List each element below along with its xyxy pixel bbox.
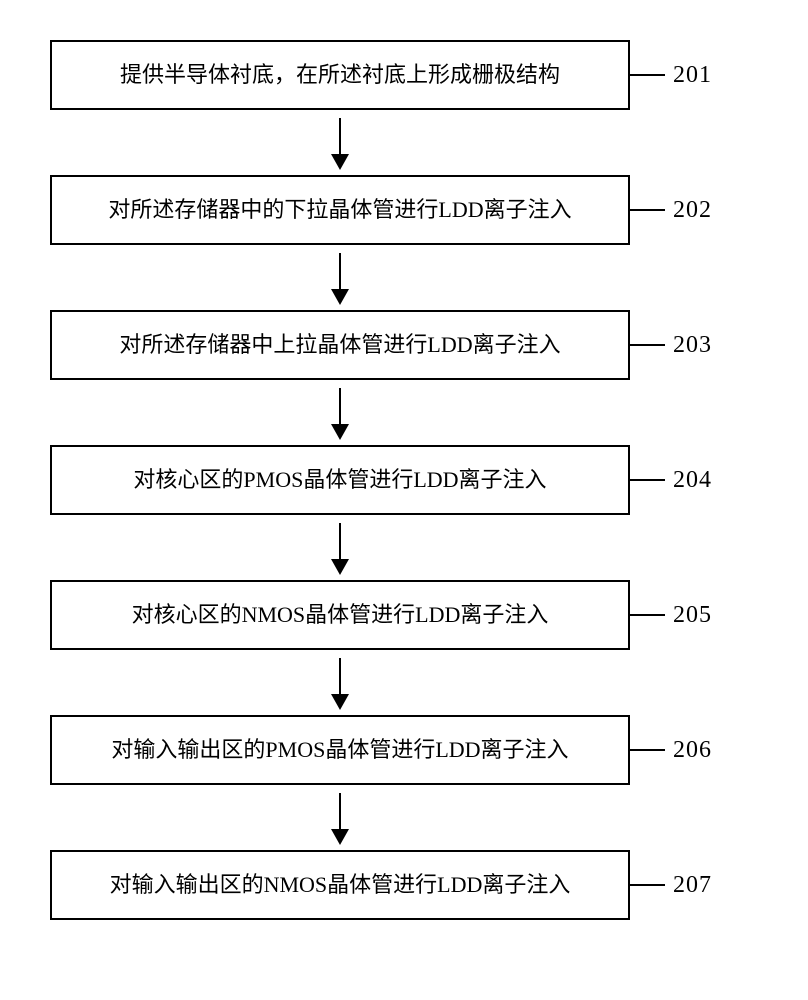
step-label: 202 [673, 197, 712, 224]
arrow-wrap [50, 380, 630, 445]
connector-line [630, 479, 665, 481]
flow-step: 对输入输出区的PMOS晶体管进行LDD离子注入 206 [50, 715, 750, 785]
label-group: 205 [630, 602, 750, 629]
arrow-down-icon [339, 388, 341, 438]
step-text: 对输入输出区的NMOS晶体管进行LDD离子注入 [110, 871, 571, 900]
arrow-wrap [50, 245, 630, 310]
label-group: 203 [630, 332, 750, 359]
flow-step: 提供半导体衬底，在所述衬底上形成栅极结构 201 [50, 40, 750, 110]
step-label: 201 [673, 62, 712, 89]
step-box: 对所述存储器中上拉晶体管进行LDD离子注入 [50, 310, 630, 380]
connector-line [630, 209, 665, 211]
label-group: 202 [630, 197, 750, 224]
flow-step: 对所述存储器中上拉晶体管进行LDD离子注入 203 [50, 310, 750, 380]
flow-step: 对核心区的PMOS晶体管进行LDD离子注入 204 [50, 445, 750, 515]
arrow-down-icon [339, 658, 341, 708]
arrow-down-icon [339, 253, 341, 303]
step-text: 对核心区的PMOS晶体管进行LDD离子注入 [133, 466, 546, 495]
connector-line [630, 614, 665, 616]
arrow-wrap [50, 515, 630, 580]
step-text: 对核心区的NMOS晶体管进行LDD离子注入 [132, 601, 549, 630]
connector-line [630, 344, 665, 346]
label-group: 207 [630, 872, 750, 899]
step-box: 对所述存储器中的下拉晶体管进行LDD离子注入 [50, 175, 630, 245]
step-text: 对所述存储器中的下拉晶体管进行LDD离子注入 [108, 196, 571, 225]
step-box: 对核心区的PMOS晶体管进行LDD离子注入 [50, 445, 630, 515]
connector-line [630, 74, 665, 76]
step-box: 对输入输出区的PMOS晶体管进行LDD离子注入 [50, 715, 630, 785]
step-box: 对输入输出区的NMOS晶体管进行LDD离子注入 [50, 850, 630, 920]
connector-line [630, 749, 665, 751]
arrow-wrap [50, 785, 630, 850]
step-box: 提供半导体衬底，在所述衬底上形成栅极结构 [50, 40, 630, 110]
label-group: 201 [630, 62, 750, 89]
arrow-down-icon [339, 118, 341, 168]
arrow-wrap [50, 650, 630, 715]
step-box: 对核心区的NMOS晶体管进行LDD离子注入 [50, 580, 630, 650]
flow-step: 对所述存储器中的下拉晶体管进行LDD离子注入 202 [50, 175, 750, 245]
step-text: 对所述存储器中上拉晶体管进行LDD离子注入 [119, 331, 560, 360]
flow-step: 对输入输出区的NMOS晶体管进行LDD离子注入 207 [50, 850, 750, 920]
step-label: 203 [673, 332, 712, 359]
step-text: 提供半导体衬底，在所述衬底上形成栅极结构 [120, 61, 560, 90]
arrow-wrap [50, 110, 630, 175]
step-text: 对输入输出区的PMOS晶体管进行LDD离子注入 [111, 736, 568, 765]
connector-line [630, 884, 665, 886]
arrow-down-icon [339, 793, 341, 843]
step-label: 207 [673, 872, 712, 899]
step-label: 205 [673, 602, 712, 629]
step-label: 206 [673, 737, 712, 764]
label-group: 204 [630, 467, 750, 494]
arrow-down-icon [339, 523, 341, 573]
label-group: 206 [630, 737, 750, 764]
flow-step: 对核心区的NMOS晶体管进行LDD离子注入 205 [50, 580, 750, 650]
step-label: 204 [673, 467, 712, 494]
flowchart-container: 提供半导体衬底，在所述衬底上形成栅极结构 201 对所述存储器中的下拉晶体管进行… [50, 40, 750, 920]
